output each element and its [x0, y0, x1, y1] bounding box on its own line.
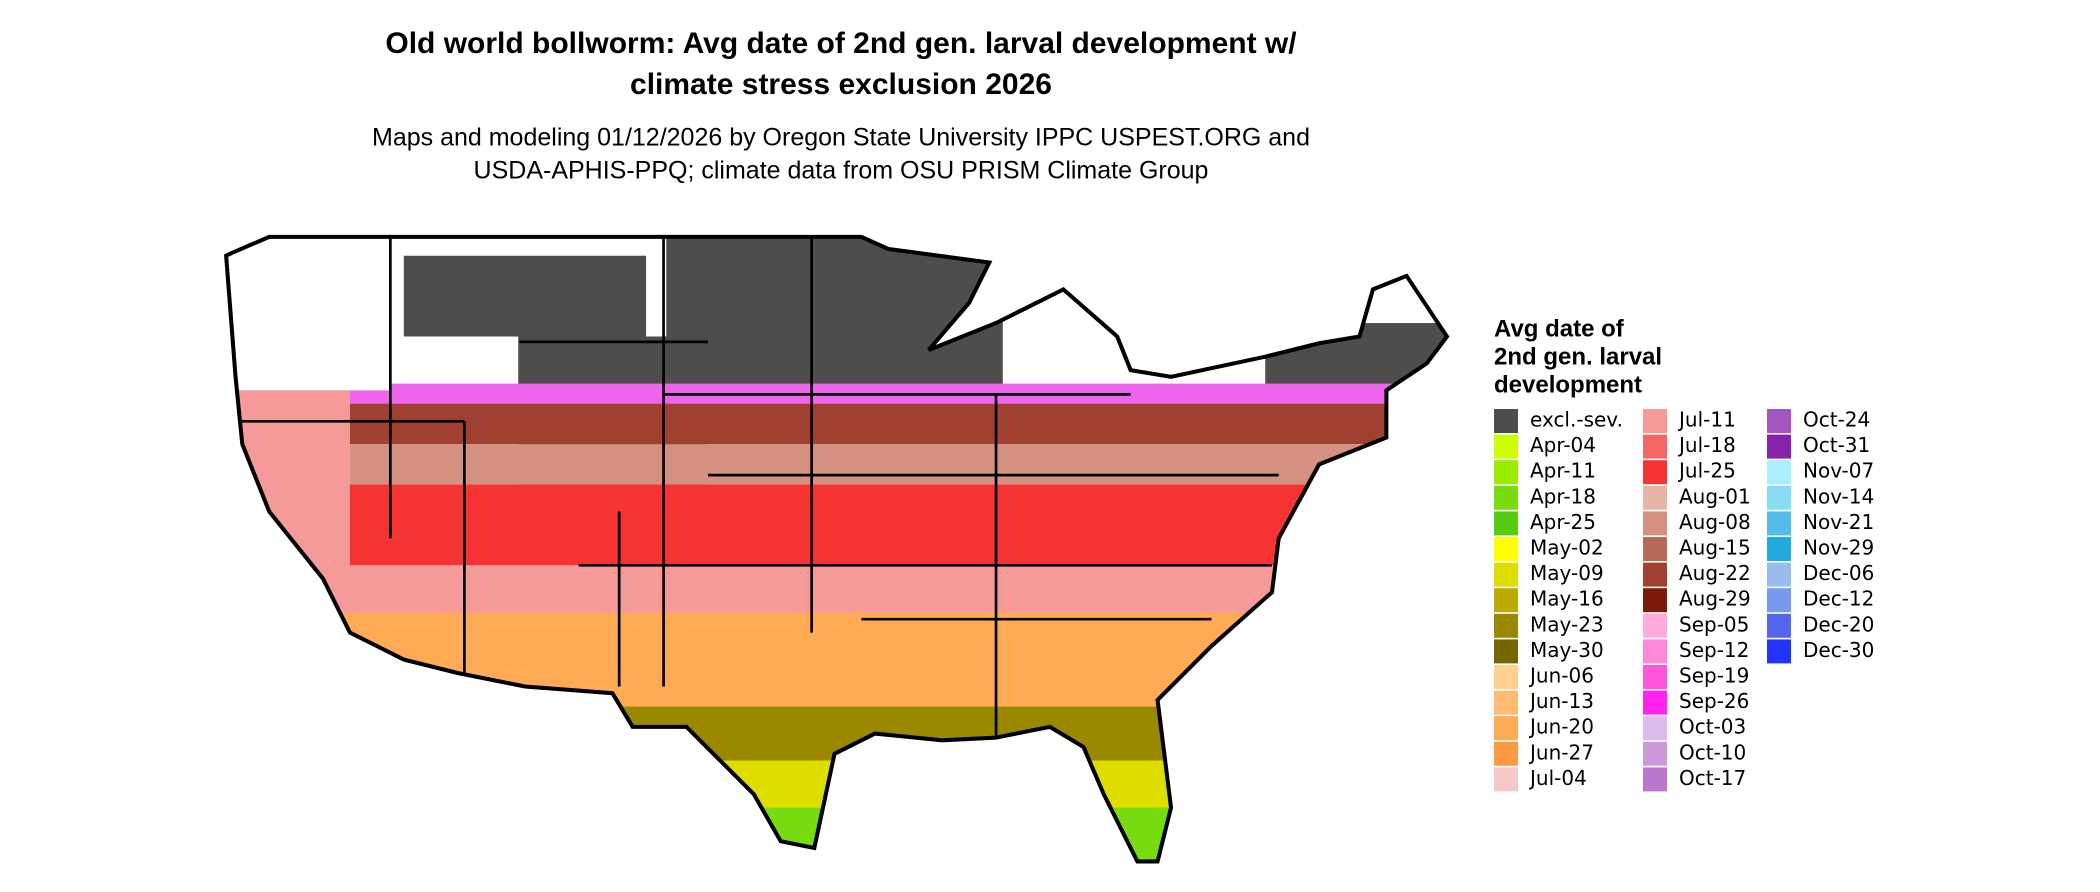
legend-label: Oct-31	[1803, 433, 1870, 457]
legend-swatch	[1767, 639, 1791, 664]
title-line: climate stress exclusion 2026	[630, 68, 1052, 101]
legend-label: Oct-10	[1679, 740, 1746, 764]
legend-label: May-02	[1530, 536, 1604, 560]
legend-swatch	[1767, 434, 1791, 459]
legend-label: Sep-05	[1679, 612, 1749, 636]
legend-label: Aug-08	[1679, 510, 1751, 534]
legend-label: Aug-29	[1679, 587, 1751, 611]
legend-label: Apr-18	[1530, 484, 1596, 508]
legend-swatch	[1494, 537, 1518, 561]
map	[224, 234, 1450, 864]
legend-swatch	[1494, 460, 1518, 485]
legend-label: Sep-12	[1679, 638, 1749, 662]
legend-label: Nov-07	[1803, 459, 1874, 483]
legend-swatch	[1494, 767, 1518, 792]
legend-swatch	[1494, 665, 1518, 689]
legend-swatch	[1494, 741, 1518, 766]
legend-swatch	[1494, 485, 1518, 510]
legend-label: May-23	[1530, 612, 1604, 636]
legend-swatch	[1643, 460, 1667, 485]
legend-swatch	[1643, 741, 1667, 766]
legend-label: Aug-22	[1679, 561, 1751, 585]
legend-swatch	[1767, 485, 1791, 510]
legend-label: Aug-15	[1679, 536, 1751, 560]
legend-swatch	[1494, 639, 1518, 664]
legend-swatch	[1643, 767, 1667, 792]
legend-swatch	[1643, 434, 1667, 459]
legend-label: Dec-20	[1803, 612, 1874, 636]
title-line: Old world bollworm: Avg date of 2nd gen.…	[385, 27, 1297, 60]
legend-title: Avg date of	[1494, 315, 1625, 342]
legend-label: Oct-03	[1679, 715, 1746, 739]
legend-swatch	[1494, 511, 1518, 536]
legend-swatch	[1643, 562, 1667, 587]
legend-label: May-16	[1530, 587, 1604, 611]
legend-label: Dec-30	[1803, 638, 1874, 662]
legend-swatch	[1767, 588, 1791, 613]
legend-label: Nov-29	[1803, 536, 1874, 560]
legend-label: Aug-01	[1679, 484, 1751, 508]
legend-label: Jul-18	[1677, 433, 1736, 457]
subtitle-line: USDA-APHIS-PPQ; climate data from OSU PR…	[474, 157, 1209, 185]
legend-swatch	[1767, 511, 1791, 536]
legend-swatch	[1643, 690, 1667, 715]
legend-label: Apr-25	[1530, 510, 1596, 534]
legend-label: Sep-26	[1679, 689, 1749, 713]
legend-swatch	[1767, 409, 1791, 433]
legend-swatch	[1643, 409, 1667, 433]
legend-label: Jul-11	[1677, 408, 1736, 432]
legend-swatch	[1494, 613, 1518, 638]
legend-label: Jun-27	[1528, 740, 1594, 764]
legend-swatch	[1494, 409, 1518, 433]
legend-swatch	[1494, 690, 1518, 715]
legend-swatch	[1643, 485, 1667, 510]
legend-swatch	[1494, 716, 1518, 741]
legend-label: May-09	[1530, 561, 1604, 585]
legend-label: Dec-06	[1803, 561, 1874, 585]
legend-label: Jun-20	[1528, 715, 1594, 739]
legend-swatch	[1494, 588, 1518, 613]
legend-swatch	[1643, 639, 1667, 664]
legend-label: Oct-17	[1679, 766, 1746, 790]
legend-title: development	[1494, 371, 1642, 398]
legend: Avg date of 2nd gen. larval development …	[1494, 315, 1874, 792]
legend-label: Apr-04	[1530, 433, 1596, 457]
legend-swatch	[1643, 537, 1667, 561]
legend-title: 2nd gen. larval	[1494, 343, 1662, 370]
legend-swatch	[1643, 613, 1667, 638]
legend-swatch	[1643, 511, 1667, 536]
legend-label: Sep-19	[1679, 664, 1749, 688]
legend-swatch	[1643, 588, 1667, 613]
legend-swatch	[1767, 613, 1791, 638]
legend-label: Jul-25	[1677, 459, 1736, 483]
legend-label: Jun-13	[1528, 689, 1594, 713]
legend-swatch	[1767, 562, 1791, 587]
legend-label: Dec-12	[1803, 587, 1874, 611]
legend-label: Apr-11	[1530, 459, 1596, 483]
legend-label: Jun-06	[1528, 664, 1594, 688]
subtitle-line: Maps and modeling 01/12/2026 by Oregon S…	[372, 124, 1310, 152]
legend-label: Oct-24	[1803, 408, 1870, 432]
legend-swatch	[1767, 460, 1791, 485]
legend-label: Nov-21	[1803, 510, 1874, 534]
legend-swatch	[1643, 665, 1667, 689]
legend-swatch	[1643, 716, 1667, 741]
legend-swatch	[1494, 562, 1518, 587]
legend-label: excl.-sev.	[1530, 408, 1623, 432]
legend-label: Nov-14	[1803, 484, 1874, 508]
legend-label: Jul-04	[1528, 766, 1587, 790]
legend-label: May-30	[1530, 638, 1604, 662]
legend-swatch	[1494, 434, 1518, 459]
legend-swatch	[1767, 537, 1791, 561]
